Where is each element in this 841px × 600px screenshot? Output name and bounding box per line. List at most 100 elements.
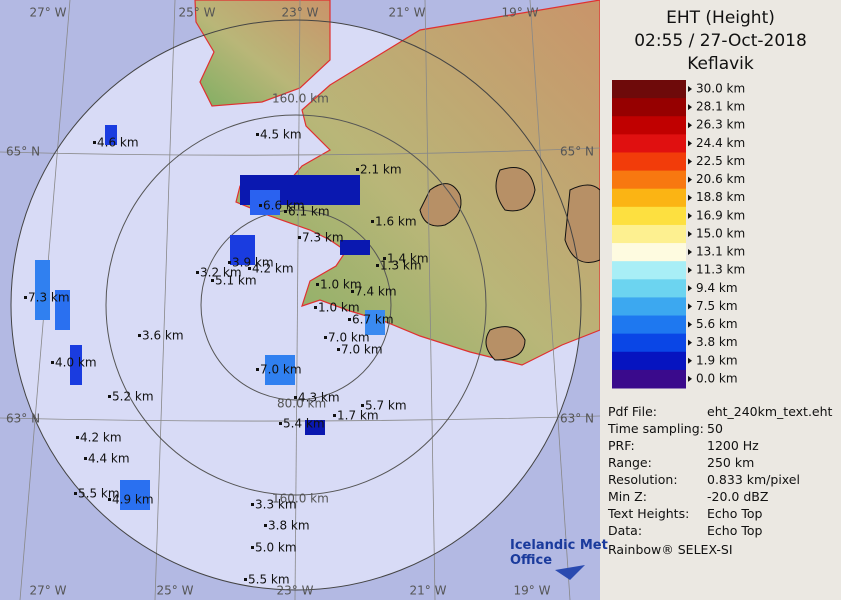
- scale-tick: [688, 321, 692, 328]
- icelandic-logo: [555, 565, 585, 580]
- info-label: Min Z:: [608, 489, 647, 504]
- echo-dot: [298, 236, 301, 239]
- echo-dot: [376, 264, 379, 267]
- scale-tick: [688, 140, 692, 147]
- time: 02:55 / 27-Oct-2018: [634, 31, 807, 51]
- scale-label: 26.3 km: [696, 118, 745, 132]
- info-value: 50: [707, 421, 723, 436]
- scale-swatch: [612, 80, 686, 99]
- scale-tick: [688, 285, 692, 292]
- echo-dot: [294, 396, 297, 399]
- scale-swatch: [612, 170, 686, 190]
- ring-label: 160.0 km: [272, 92, 329, 106]
- echo-dot: [256, 368, 259, 371]
- echo-dot: [138, 334, 141, 337]
- scale-swatch: [612, 224, 686, 244]
- echo-dot: [279, 422, 282, 425]
- scale-swatch: [612, 206, 686, 226]
- scale-label: 18.8 km: [696, 190, 745, 204]
- echo-label: 2.1 km: [360, 163, 402, 177]
- echo-label: 4.0 km: [55, 356, 97, 370]
- info-value: 250 km: [707, 455, 755, 470]
- echo-label: 4.2 km: [252, 262, 294, 276]
- echo-dot: [76, 436, 79, 439]
- scale-swatch: [612, 315, 686, 335]
- echo-dot: [314, 306, 317, 309]
- echo-dot: [24, 296, 27, 299]
- scale-tick: [688, 122, 692, 129]
- scale-label: 15.0 km: [696, 226, 745, 240]
- scale-swatch: [612, 188, 686, 208]
- lon-label: 25° W: [157, 584, 194, 598]
- scale-label: 1.9 km: [696, 353, 738, 367]
- ring-label: 80.0 km: [277, 397, 326, 411]
- echo-dot: [383, 257, 386, 260]
- echo-label: 1.0 km: [318, 301, 360, 315]
- logo-line: Office: [510, 553, 553, 568]
- echo-label: 1.3 km: [380, 259, 422, 273]
- echo-label: 3.2 km: [200, 266, 242, 280]
- echo-label: 4.5 km: [260, 128, 302, 142]
- info-label: Resolution:: [608, 472, 678, 487]
- echo-label: 4.3 km: [298, 391, 340, 405]
- echo-label: 4.6 km: [97, 136, 139, 150]
- ring-label: 160.0 km: [272, 492, 329, 506]
- lon-label: 27° W: [30, 6, 67, 20]
- scale-swatch: [612, 134, 686, 153]
- echo-label: 7.0 km: [260, 363, 302, 377]
- lon-label: 23° W: [282, 6, 319, 20]
- echo-dot: [337, 348, 340, 351]
- echo-dot: [333, 414, 336, 417]
- scale-swatch: [612, 98, 686, 117]
- land: [194, 0, 600, 366]
- footer: Rainbow® SELEX-SI: [608, 542, 733, 557]
- echo-dot: [93, 141, 96, 144]
- info-label: PRF:: [608, 438, 635, 453]
- echo-dot: [51, 361, 54, 364]
- echo-dot: [259, 204, 262, 207]
- echo-dot: [84, 457, 87, 460]
- echoes: [35, 125, 385, 510]
- info-value: -20.0 dBZ: [707, 489, 769, 504]
- scale-tick: [688, 104, 692, 111]
- echo-dot: [348, 318, 351, 321]
- scale-tick: [688, 212, 692, 219]
- lon-label: 21° W: [389, 6, 426, 20]
- scale-label: 0.0 km: [696, 371, 738, 385]
- echo-label: 5.2 km: [112, 390, 154, 404]
- scale-label: 11.3 km: [696, 263, 745, 277]
- info-value: eht_240km_text.eht: [707, 404, 833, 419]
- scale-swatch: [612, 116, 686, 135]
- info-value: Echo Top: [707, 506, 763, 521]
- echo-dot: [251, 503, 254, 506]
- echo-label: 4.9 km: [112, 493, 154, 507]
- echo-label: 7.4 km: [355, 285, 397, 299]
- echo-label: 4.4 km: [88, 452, 130, 466]
- echo-label: 5.0 km: [255, 541, 297, 555]
- echo-label: 7.0 km: [341, 343, 383, 357]
- scale-label: 16.9 km: [696, 208, 745, 222]
- info-label: Range:: [608, 455, 652, 470]
- echo-dot: [108, 498, 111, 501]
- echo-label: 3.9 km: [232, 256, 274, 270]
- scale-swatch: [612, 351, 686, 371]
- lon-label: 21° W: [410, 584, 447, 598]
- scale-tick: [688, 339, 692, 346]
- echo-dot: [251, 546, 254, 549]
- scale-tick: [688, 194, 692, 201]
- scale-label: 5.6 km: [696, 317, 738, 331]
- scale-label: 22.5 km: [696, 154, 745, 168]
- echo-dot: [196, 271, 199, 274]
- info-value: Echo Top: [707, 523, 763, 538]
- scale-tick: [688, 230, 692, 237]
- scale-swatch: [612, 297, 686, 317]
- scale-swatch: [612, 279, 686, 298]
- info-label: Text Heights:: [608, 506, 690, 521]
- echo-label: 5.7 km: [365, 399, 407, 413]
- lat-label: 65° N: [560, 145, 594, 159]
- scale-tick: [688, 375, 692, 382]
- lon-label: 19° W: [514, 584, 551, 598]
- scale-tick: [688, 249, 692, 256]
- echo-label: 1.0 km: [320, 278, 362, 292]
